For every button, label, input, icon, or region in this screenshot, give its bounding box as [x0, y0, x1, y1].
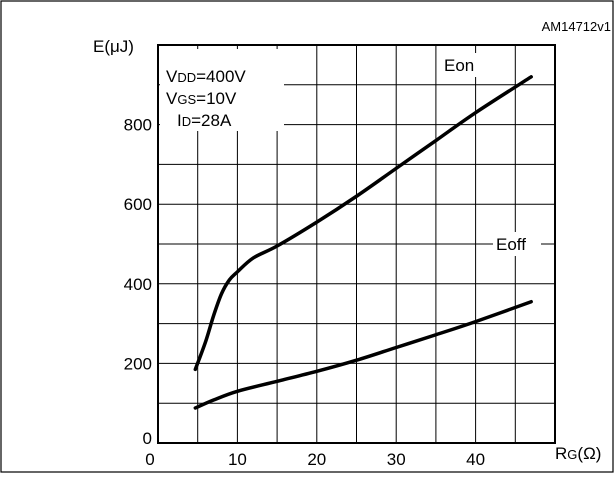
series-lines: [193, 75, 533, 410]
x-axis-symbol: R: [555, 444, 567, 463]
conditions-background: [160, 49, 284, 131]
plot-area-border: [157, 44, 556, 444]
axis-labels: Eon Eoff E(μJ) RG(Ω): [93, 37, 601, 463]
condition-value: =10V: [196, 89, 237, 108]
x-axis-subscript: G: [567, 447, 577, 462]
x-tick-label: 10: [228, 450, 247, 469]
condition-text: VGS=10V: [166, 89, 237, 108]
y-tick-label: 0: [143, 429, 152, 448]
series-line-eoff: [193, 299, 533, 410]
y-tick-label: 200: [124, 354, 152, 373]
condition-text: VDD=400V: [166, 67, 246, 86]
condition-symbol: V: [166, 89, 178, 108]
y-axis-symbol: E: [93, 37, 104, 56]
y-axis-unit: (μJ): [104, 37, 134, 56]
condition-text: ID=28A: [177, 111, 232, 130]
condition-subscript: GS: [177, 92, 196, 107]
condition-symbol: V: [166, 67, 178, 86]
x-axis-label: RG(Ω): [555, 444, 601, 463]
x-tick-label: 30: [387, 450, 406, 469]
condition-value: =400V: [196, 67, 246, 86]
figure-id: AM14712v1: [542, 19, 611, 34]
y-tick-label: 400: [124, 275, 152, 294]
y-tick-label: 800: [124, 116, 152, 135]
x-tick-label: 40: [466, 450, 485, 469]
y-axis-label: E(μJ): [93, 37, 134, 56]
y-tick-label: 600: [124, 195, 152, 214]
eoff-label-background: [493, 232, 541, 256]
condition-value: =28A: [191, 111, 232, 130]
condition-subscript: DD: [177, 70, 196, 85]
series-label-eoff: Eoff: [496, 235, 526, 254]
condition-subscript: D: [182, 114, 191, 129]
eon-label-background: [442, 53, 490, 77]
series-label-eon: Eon: [444, 56, 474, 75]
condition-symbol: I: [177, 111, 182, 130]
x-tick-label: 0: [145, 450, 154, 469]
x-tick-label: 20: [307, 450, 326, 469]
series-line-eon: [193, 75, 533, 372]
x-axis-unit: (Ω): [577, 444, 601, 463]
